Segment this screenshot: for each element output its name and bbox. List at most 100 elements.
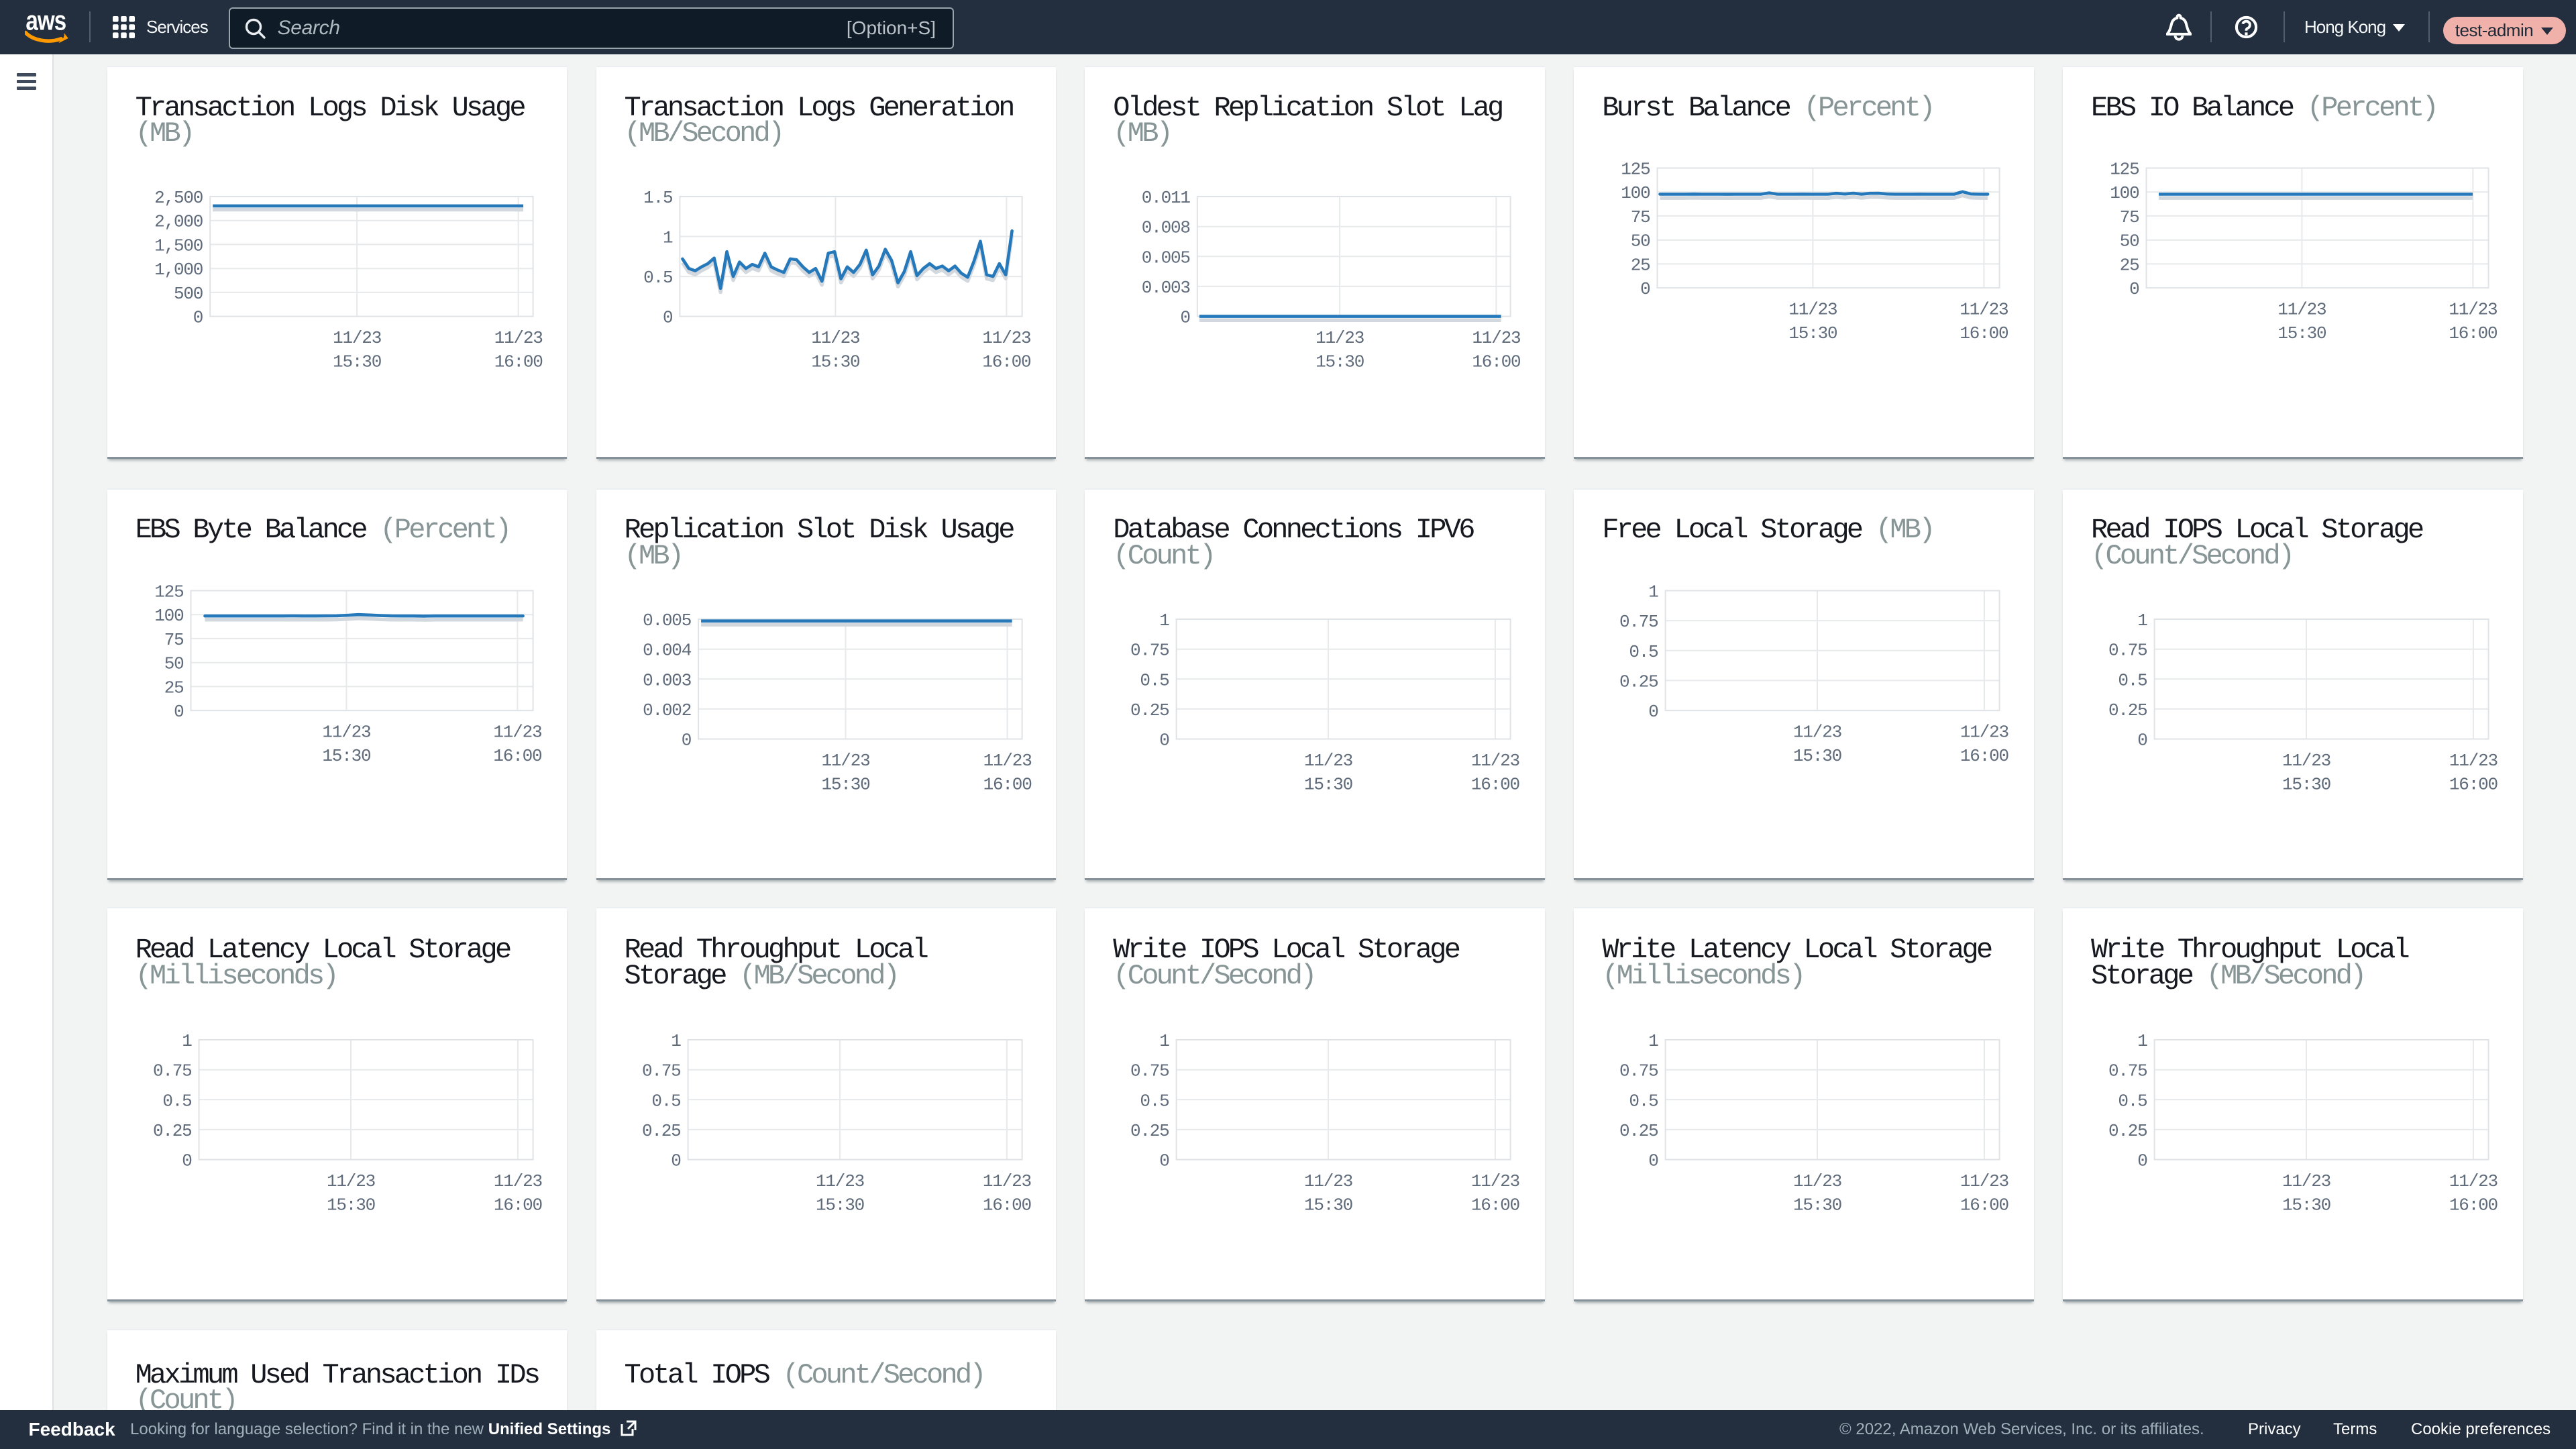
svg-text:0: 0	[174, 702, 183, 722]
svg-text:15:30: 15:30	[1304, 1195, 1352, 1216]
svg-text:11/23: 11/23	[493, 722, 541, 742]
svg-text:0.5: 0.5	[1629, 642, 1658, 662]
svg-text:11/23: 11/23	[1793, 722, 1841, 742]
svg-text:0: 0	[193, 308, 202, 328]
svg-text:125: 125	[2110, 160, 2139, 180]
svg-text:11/23: 11/23	[1793, 1171, 1841, 1191]
svg-text:11/23: 11/23	[1960, 1171, 2008, 1191]
svg-text:11/23: 11/23	[493, 1171, 541, 1191]
svg-text:0: 0	[1159, 1151, 1169, 1171]
svg-text:aws: aws	[25, 8, 66, 36]
svg-text:1: 1	[1159, 610, 1169, 631]
svg-text:0: 0	[1181, 308, 1190, 328]
svg-text:1: 1	[1159, 1031, 1169, 1051]
svg-text:11/23: 11/23	[1472, 328, 1521, 348]
svg-text:0.003: 0.003	[1142, 278, 1190, 298]
svg-text:75: 75	[1631, 207, 1650, 227]
svg-text:16:00: 16:00	[2449, 323, 2497, 343]
svg-text:1: 1	[2137, 610, 2147, 631]
svg-text:16:00: 16:00	[1471, 774, 1519, 794]
svg-text:11/23: 11/23	[2282, 1171, 2330, 1191]
svg-text:100: 100	[1621, 184, 1650, 204]
svg-text:16:00: 16:00	[494, 352, 542, 372]
svg-text:0.75: 0.75	[153, 1061, 192, 1081]
svg-text:1: 1	[182, 1031, 192, 1051]
svg-text:100: 100	[154, 606, 183, 626]
svg-text:15:30: 15:30	[1793, 746, 1841, 766]
svg-text:0.25: 0.25	[153, 1121, 192, 1141]
svg-text:50: 50	[164, 653, 183, 674]
svg-text:0.75: 0.75	[1619, 1061, 1658, 1081]
svg-text:11/23: 11/23	[1316, 328, 1364, 348]
svg-text:0.5: 0.5	[1629, 1091, 1658, 1111]
svg-text:1: 1	[1648, 1031, 1658, 1051]
svg-text:16:00: 16:00	[2449, 774, 2498, 794]
svg-text:11/23: 11/23	[1960, 300, 2008, 320]
svg-text:16:00: 16:00	[1960, 1195, 2008, 1216]
svg-text:16:00: 16:00	[2449, 1195, 2498, 1216]
svg-text:0: 0	[1159, 730, 1169, 750]
svg-text:0.008: 0.008	[1142, 218, 1190, 238]
svg-text:16:00: 16:00	[493, 1195, 541, 1216]
svg-text:16:00: 16:00	[1960, 323, 2008, 343]
svg-text:0.5: 0.5	[651, 1091, 680, 1111]
svg-text:15:30: 15:30	[1793, 1195, 1841, 1216]
svg-text:11/23: 11/23	[494, 328, 542, 348]
svg-text:0.5: 0.5	[2118, 670, 2147, 690]
svg-text:16:00: 16:00	[1960, 746, 2008, 766]
svg-text:0.25: 0.25	[641, 1121, 680, 1141]
svg-text:16:00: 16:00	[982, 1195, 1030, 1216]
svg-text:16:00: 16:00	[1472, 352, 1521, 372]
svg-text:11/23: 11/23	[815, 1171, 863, 1191]
svg-text:11/23: 11/23	[2277, 300, 2326, 320]
svg-text:15:30: 15:30	[322, 746, 370, 766]
svg-text:0.5: 0.5	[1140, 670, 1169, 690]
svg-text:0: 0	[681, 730, 690, 750]
svg-text:0.003: 0.003	[643, 670, 691, 690]
svg-text:11/23: 11/23	[322, 722, 370, 742]
svg-text:11/23: 11/23	[982, 1171, 1030, 1191]
svg-text:11/23: 11/23	[821, 751, 869, 771]
svg-text:2,500: 2,500	[154, 188, 203, 208]
svg-text:15:30: 15:30	[811, 352, 859, 372]
svg-text:0: 0	[1648, 702, 1658, 722]
svg-text:0.25: 0.25	[2108, 1121, 2147, 1141]
svg-text:50: 50	[2120, 231, 2139, 252]
svg-text:0.75: 0.75	[1619, 612, 1658, 632]
svg-text:11/23: 11/23	[1304, 751, 1352, 771]
svg-text:15:30: 15:30	[333, 352, 381, 372]
svg-text:0.004: 0.004	[643, 640, 692, 660]
svg-text:0: 0	[2137, 730, 2147, 750]
svg-text:15:30: 15:30	[2277, 323, 2326, 343]
svg-text:11/23: 11/23	[1304, 1171, 1352, 1191]
svg-text:0: 0	[1648, 1151, 1658, 1171]
svg-text:1: 1	[671, 1031, 681, 1051]
svg-text:0: 0	[2137, 1151, 2147, 1171]
svg-text:16:00: 16:00	[982, 352, 1030, 372]
svg-text:15:30: 15:30	[327, 1195, 375, 1216]
svg-text:16:00: 16:00	[1471, 1195, 1519, 1216]
svg-text:0.75: 0.75	[2108, 1061, 2147, 1081]
svg-text:11/23: 11/23	[2449, 300, 2497, 320]
svg-text:11/23: 11/23	[2449, 751, 2498, 771]
svg-text:15:30: 15:30	[1316, 352, 1364, 372]
svg-text:15:30: 15:30	[821, 774, 869, 794]
svg-text:0.25: 0.25	[1130, 700, 1169, 720]
svg-text:1: 1	[2137, 1031, 2147, 1051]
svg-text:75: 75	[2120, 207, 2139, 227]
svg-text:0.5: 0.5	[1140, 1091, 1169, 1111]
svg-text:125: 125	[1621, 160, 1650, 180]
svg-text:1,000: 1,000	[154, 260, 203, 280]
svg-text:0.25: 0.25	[1619, 672, 1658, 692]
svg-text:125: 125	[154, 582, 183, 602]
svg-text:11/23: 11/23	[2282, 751, 2330, 771]
svg-text:0.005: 0.005	[1142, 248, 1190, 268]
svg-text:15:30: 15:30	[1304, 774, 1352, 794]
svg-text:16:00: 16:00	[983, 774, 1031, 794]
svg-text:0.25: 0.25	[1619, 1121, 1658, 1141]
svg-text:100: 100	[2110, 184, 2139, 204]
svg-text:0: 0	[2129, 279, 2139, 299]
svg-text:15:30: 15:30	[815, 1195, 863, 1216]
svg-text:0.75: 0.75	[1130, 640, 1169, 660]
svg-text:1: 1	[1648, 582, 1658, 602]
